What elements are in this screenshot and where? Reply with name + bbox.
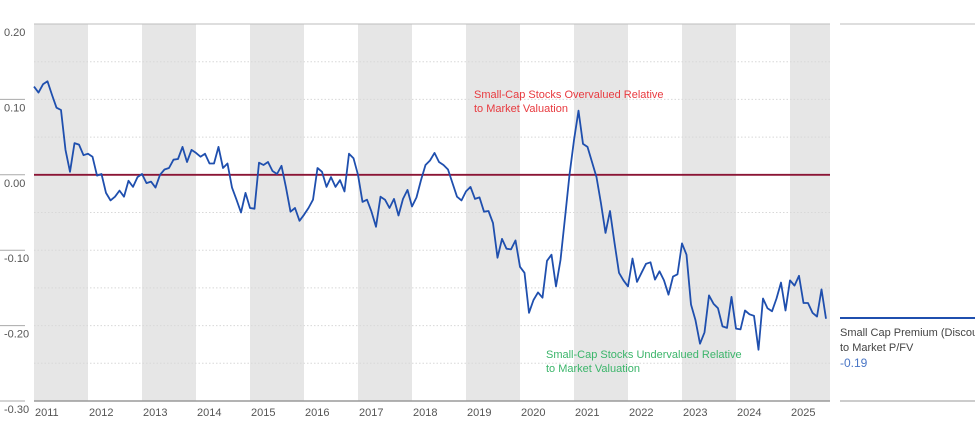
x-axis: 2011 2012 2013 2014 2015 2016 2017 2018 2019 2020… [35, 407, 815, 419]
annotation-overvalued: Small-Cap Stocks Overvalued Relative to … [474, 89, 667, 115]
x-tick-label: 2024 [737, 407, 761, 419]
legend-label-line2: to Market P/FV [840, 342, 914, 354]
x-tick-label: 2016 [305, 407, 329, 419]
annotation-overvalued-line2: to Market Valuation [474, 103, 568, 115]
y-tick-label: 0.10 [4, 102, 25, 114]
x-tick-label: 2022 [629, 407, 653, 419]
x-tick-label: 2019 [467, 407, 491, 419]
y-tick-label: 0.00 [4, 178, 25, 190]
y-tick-label: -0.10 [4, 253, 29, 265]
legend-label-line1: Small Cap Premium (Discount) [840, 327, 975, 339]
shaded-band-2011 [34, 24, 88, 401]
x-tick-label: 2017 [359, 407, 383, 419]
x-tick-label: 2023 [683, 407, 707, 419]
x-tick-label: 2018 [413, 407, 437, 419]
series-line-small-cap-premium [33, 80, 827, 351]
x-tick-label: 2013 [143, 407, 167, 419]
series-points [33, 81, 827, 350]
x-tick-label: 2015 [251, 407, 275, 419]
annotation-undervalued-line1: Small-Cap Stocks Undervalued Relative [546, 349, 742, 361]
x-tick-label: 2025 [791, 407, 815, 419]
y-tick-label: 0.20 [4, 27, 25, 39]
x-tick-label: 2020 [521, 407, 545, 419]
x-tick-label: 2011 [35, 407, 59, 419]
legend: Small Cap Premium (Discount) to Market P… [840, 23, 975, 402]
x-tick-label: 2014 [197, 407, 221, 419]
y-tick-label: -0.20 [4, 329, 29, 341]
annotation-undervalued-line2: to Market Valuation [546, 363, 640, 375]
x-tick-label: 2012 [89, 407, 113, 419]
gridlines [34, 23, 830, 402]
y-tick-label: -0.30 [4, 404, 29, 416]
annotation-overvalued-line1: Small-Cap Stocks Overvalued Relative [474, 89, 664, 101]
legend-latest-value: -0.19 [840, 356, 868, 370]
x-tick-label: 2021 [575, 407, 599, 419]
shaded-band-2025 [790, 24, 830, 401]
annotation-undervalued: Small-Cap Stocks Undervalued Relative to… [546, 349, 745, 375]
y-axis: 0.20 0.10 0.00 -0.10 -0.20 -0.30 [0, 27, 29, 416]
